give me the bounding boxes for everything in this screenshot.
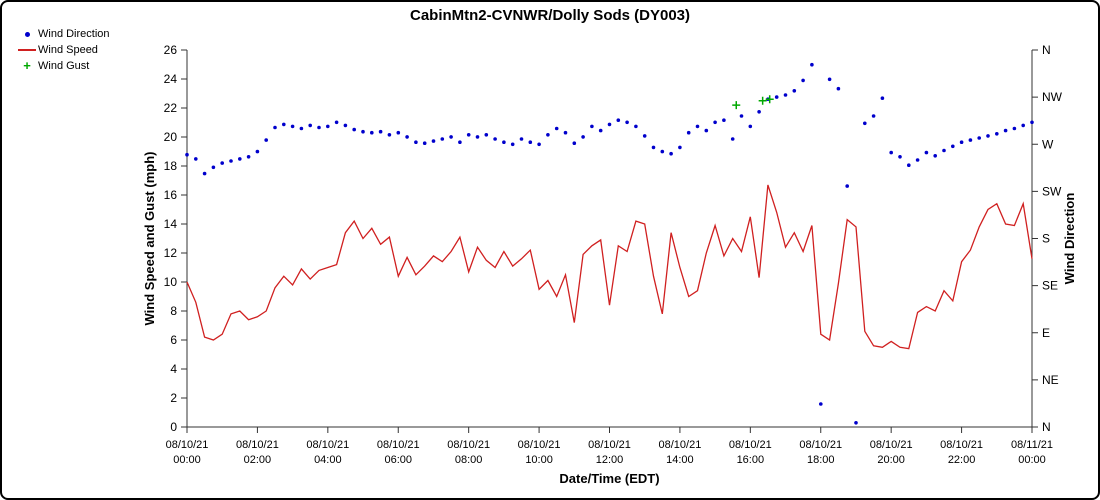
svg-text:4: 4	[170, 362, 177, 376]
legend-label: Wind Speed	[38, 44, 98, 56]
svg-text:08/10/21: 08/10/21	[518, 439, 561, 451]
svg-text:2: 2	[170, 391, 177, 405]
svg-text:12: 12	[164, 246, 178, 260]
svg-text:14:00: 14:00	[666, 454, 694, 466]
svg-text:6: 6	[170, 333, 177, 347]
svg-text:08/10/21: 08/10/21	[588, 439, 631, 451]
svg-text:16: 16	[164, 188, 178, 202]
svg-text:14: 14	[164, 217, 178, 231]
svg-text:08/10/21: 08/10/21	[870, 439, 913, 451]
legend-label: Wind Direction	[38, 28, 110, 40]
svg-text:18:00: 18:00	[807, 454, 835, 466]
svg-text:08/10/21: 08/10/21	[659, 439, 702, 451]
svg-text:W: W	[1042, 137, 1054, 151]
svg-text:8: 8	[170, 304, 177, 318]
svg-text:24: 24	[164, 72, 178, 86]
svg-text:22:00: 22:00	[948, 454, 976, 466]
legend-item-wind-gust: + Wind Gust	[16, 58, 110, 73]
svg-text:20:00: 20:00	[877, 454, 905, 466]
svg-text:10:00: 10:00	[525, 454, 553, 466]
wind-direction-dot-icon	[16, 29, 38, 39]
svg-text:SW: SW	[1042, 184, 1062, 198]
wind-speed-line-icon	[16, 45, 38, 55]
svg-text:08/10/21: 08/10/21	[447, 439, 490, 451]
chart-title: CabinMtn2-CVNWR/Dolly Sods (DY003)	[409, 7, 691, 24]
svg-text:E: E	[1042, 326, 1050, 340]
svg-text:18: 18	[164, 159, 178, 173]
svg-text:SE: SE	[1042, 279, 1058, 293]
svg-text:S: S	[1042, 232, 1050, 246]
legend: Wind Direction Wind Speed + Wind Gust	[16, 28, 110, 76]
svg-text:22: 22	[164, 101, 178, 115]
svg-text:N: N	[1042, 43, 1051, 57]
svg-text:Wind Speed and Gust (mph): Wind Speed and Gust (mph)	[142, 152, 157, 326]
legend-label: Wind Gust	[38, 60, 90, 72]
svg-text:08/11/21: 08/11/21	[1011, 439, 1053, 451]
legend-item-wind-direction: Wind Direction	[16, 28, 110, 40]
svg-text:26: 26	[164, 43, 178, 57]
svg-text:N: N	[1042, 420, 1051, 434]
svg-text:08/10/21: 08/10/21	[729, 439, 772, 451]
svg-text:Wind Direction: Wind Direction	[1062, 193, 1077, 285]
wind-gust-plus-icon: +	[23, 58, 31, 73]
svg-text:08/10/21: 08/10/21	[940, 439, 983, 451]
svg-text:0: 0	[170, 420, 177, 434]
svg-text:06:00: 06:00	[384, 454, 412, 466]
svg-text:08/10/21: 08/10/21	[236, 439, 279, 451]
legend-item-wind-speed: Wind Speed	[16, 44, 110, 56]
svg-text:Date/Time (EDT): Date/Time (EDT)	[559, 471, 659, 486]
svg-text:16:00: 16:00	[737, 454, 765, 466]
svg-text:02:00: 02:00	[244, 454, 272, 466]
svg-text:08/10/21: 08/10/21	[377, 439, 420, 451]
svg-text:00:00: 00:00	[173, 454, 201, 466]
svg-text:20: 20	[164, 130, 178, 144]
svg-text:NE: NE	[1042, 373, 1059, 387]
svg-text:10: 10	[164, 275, 178, 289]
svg-text:12:00: 12:00	[596, 454, 624, 466]
svg-text:08/10/21: 08/10/21	[166, 439, 209, 451]
svg-text:08/10/21: 08/10/21	[306, 439, 349, 451]
svg-text:00:00: 00:00	[1018, 454, 1046, 466]
svg-text:04:00: 04:00	[314, 454, 342, 466]
svg-text:08/10/21: 08/10/21	[799, 439, 842, 451]
svg-text:08:00: 08:00	[455, 454, 483, 466]
svg-text:NW: NW	[1042, 90, 1063, 104]
